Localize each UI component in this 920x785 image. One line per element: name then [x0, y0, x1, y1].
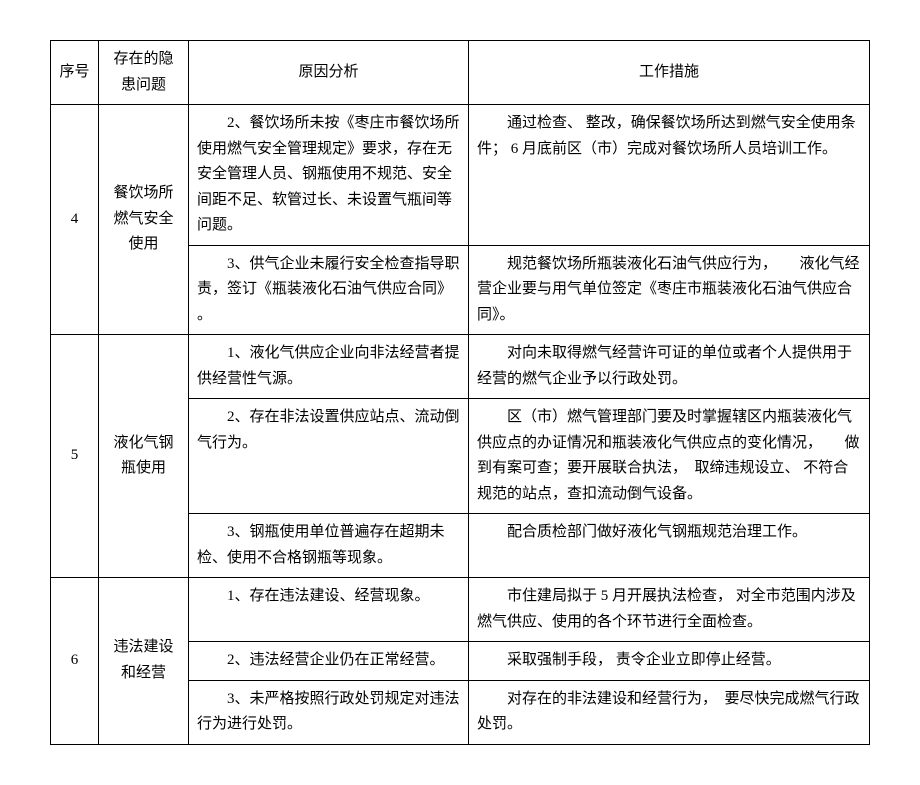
cell-cause: 1、液化气供应企业向非法经营者提供经营性气源。	[189, 335, 469, 399]
cell-cause: 1、存在违法建设、经营现象。	[189, 578, 469, 642]
hazard-table: 序号 存在的隐患问题 原因分析 工作措施 4 餐饮场所燃气安全使用 2、餐饮场所…	[50, 40, 870, 745]
cell-issue: 液化气钢瓶使用	[99, 335, 189, 578]
cell-measure: 市住建局拟于 5 月开展执法检查， 对全市范围内涉及燃气供应、使用的各个环节进行…	[469, 578, 870, 642]
table-row: 4 餐饮场所燃气安全使用 2、餐饮场所未按《枣庄市餐饮场所使用燃气安全管理规定》…	[51, 105, 870, 246]
header-issue: 存在的隐患问题	[99, 41, 189, 105]
cell-measure: 配合质检部门做好液化气钢瓶规范治理工作。	[469, 514, 870, 578]
cell-cause: 3、未严格按照行政处罚规定对违法行为进行处罚。	[189, 680, 469, 744]
cell-measure: 通过检查、 整改，确保餐饮场所达到燃气安全使用条件； 6 月底前区（市）完成对餐…	[469, 105, 870, 246]
table-row: 6 违法建设和经营 1、存在违法建设、经营现象。 市住建局拟于 5 月开展执法检…	[51, 578, 870, 642]
header-row: 序号 存在的隐患问题 原因分析 工作措施	[51, 41, 870, 105]
cell-issue: 餐饮场所燃气安全使用	[99, 105, 189, 335]
header-cause: 原因分析	[189, 41, 469, 105]
table-row: 5 液化气钢瓶使用 1、液化气供应企业向非法经营者提供经营性气源。 对向未取得燃…	[51, 335, 870, 399]
header-measure: 工作措施	[469, 41, 870, 105]
cell-cause: 2、违法经营企业仍在正常经营。	[189, 642, 469, 681]
cell-cause: 3、供气企业未履行安全检查指导职责，签订《瓶装液化石油气供应合同》 。	[189, 245, 469, 335]
cell-measure: 规范餐饮场所瓶装液化石油气供应行为， 液化气经营企业要与用气单位签定《枣庄市瓶装…	[469, 245, 870, 335]
cell-issue: 违法建设和经营	[99, 578, 189, 745]
cell-cause: 3、钢瓶使用单位普遍存在超期未检、使用不合格钢瓶等现象。	[189, 514, 469, 578]
cell-measure: 区（市）燃气管理部门要及时掌握辖区内瓶装液化气供应点的办证情况和瓶装液化气供应点…	[469, 399, 870, 514]
cell-measure: 采取强制手段， 责令企业立即停止经营。	[469, 642, 870, 681]
cell-seq: 4	[51, 105, 99, 335]
cell-cause: 2、存在非法设置供应站点、流动倒气行为。	[189, 399, 469, 514]
cell-seq: 5	[51, 335, 99, 578]
cell-seq: 6	[51, 578, 99, 745]
header-seq: 序号	[51, 41, 99, 105]
cell-measure: 对存在的非法建设和经营行为， 要尽快完成燃气行政处罚。	[469, 680, 870, 744]
cell-cause: 2、餐饮场所未按《枣庄市餐饮场所使用燃气安全管理规定》要求，存在无安全管理人员、…	[189, 105, 469, 246]
cell-measure: 对向未取得燃气经营许可证的单位或者个人提供用于经营的燃气企业予以行政处罚。	[469, 335, 870, 399]
